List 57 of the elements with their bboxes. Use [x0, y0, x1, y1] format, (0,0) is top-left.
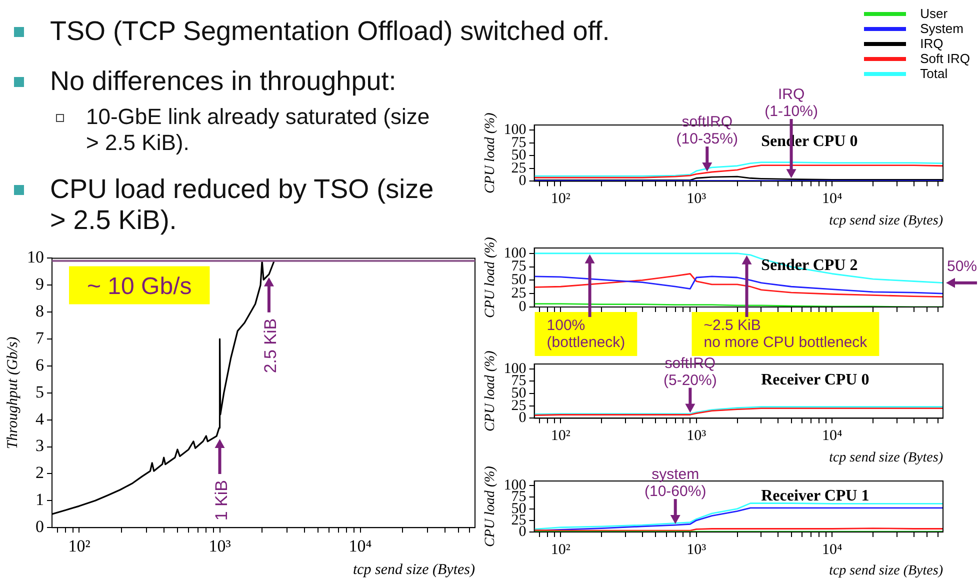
y-tick-label: 4: [36, 409, 44, 428]
y-tick-label: 6: [36, 355, 44, 374]
x-tick-label: 10⁴: [348, 536, 372, 556]
y-axis-title: CPU load (%): [483, 466, 498, 547]
x-tick-label: 10³: [686, 191, 707, 208]
text: TSO (TCP Segmentation Offload) switched off.: [50, 16, 611, 47]
x-tick-label: 10⁴: [822, 428, 842, 444]
annotation: system (10-60%): [644, 466, 706, 500]
y-tick-label: 7: [36, 328, 44, 348]
chart-title: Receiver CPU 0: [761, 371, 870, 388]
y-tick-label: 0: [36, 517, 44, 536]
annotation: IRQ (1-10%): [764, 86, 818, 120]
y-tick-label: 100: [504, 245, 526, 262]
legend-label: IRQ: [920, 36, 944, 51]
y-tick-label: 0: [518, 410, 526, 426]
y-tick-label: 50: [511, 386, 526, 402]
y-axis-title: CPU load (%): [483, 236, 498, 318]
legend-label: User: [920, 6, 948, 21]
y-tick-label: 10: [27, 248, 44, 267]
x-tick-label: 10²: [550, 542, 571, 558]
annotation: 2.5 KiB: [260, 318, 280, 374]
y-tick-label: 9: [36, 274, 44, 294]
y-axis-title: Throughput (Gb/s): [4, 336, 21, 450]
annotation: ~2.5 KiB no more CPU bottleneck: [704, 317, 868, 351]
x-tick-label: 10²: [68, 536, 90, 556]
legend-label: Total: [920, 66, 948, 81]
text: CPU load reduced by TSO (size > 2.5 KiB).: [50, 174, 435, 236]
x-tick-label: 10⁴: [822, 191, 842, 208]
y-tick-label: 8: [36, 302, 44, 321]
y-tick-label: 50: [511, 272, 526, 288]
x-tick-label: 10³: [686, 428, 707, 444]
x-axis-title: tcp send size (Bytes): [352, 562, 475, 578]
x-tick-label: 10³: [208, 536, 231, 556]
x-tick-label: 10²: [550, 428, 571, 444]
y-tick-label: 2: [36, 463, 44, 482]
text: No differences in throughput:: [50, 66, 398, 97]
annotation: 1 KiB: [212, 480, 231, 521]
text: 10-GbE link already saturated (size > 2.5 KiB).: [86, 104, 431, 156]
x-axis-title: tcp send size (Bytes): [829, 563, 944, 578]
annotation: ~ 10 Gb/s: [87, 273, 192, 300]
y-tick-label: 75: [511, 258, 526, 275]
x-tick-label: 10⁴: [822, 542, 842, 558]
annotation: 100% (bottleneck): [546, 317, 626, 351]
legend-label: Soft IRQ: [920, 51, 970, 66]
x-tick-label: 10²: [550, 191, 571, 208]
legend-label: System: [920, 21, 964, 36]
chart-title: Receiver CPU 1: [761, 487, 870, 504]
y-axis-title: CPU load (%): [483, 350, 498, 432]
x-axis-title: tcp send size (Bytes): [829, 213, 944, 228]
y-tick-label: 1: [36, 490, 44, 510]
y-axis-title: CPU load (%): [483, 112, 498, 194]
y-tick-label: 5: [36, 382, 44, 402]
annotation: 50%: [947, 258, 978, 275]
y-tick-label: 0: [518, 524, 526, 540]
y-tick-label: 3: [36, 436, 44, 456]
x-axis-title: tcp send size (Bytes): [829, 450, 944, 466]
x-tick-label: 10³: [686, 542, 707, 558]
